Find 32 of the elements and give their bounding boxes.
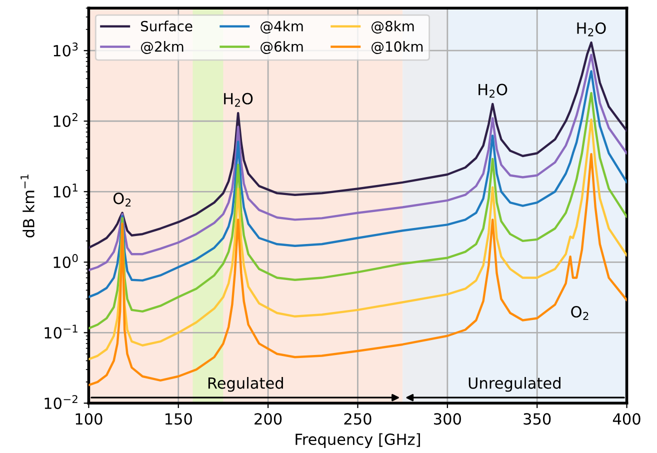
- x-tick-label: 300: [434, 413, 461, 425]
- annotation: O$_{2}$: [571, 306, 588, 320]
- y-tick-label: 10$^{−1}$: [44, 324, 78, 339]
- x-tick-label: 250: [344, 413, 372, 425]
- annotation: Regulated: [208, 377, 283, 392]
- x-tick-label: 100: [76, 413, 102, 425]
- x-axis-title: Frequency [GHz]: [296, 433, 420, 448]
- annotation: H$_{2}$O: [478, 84, 508, 98]
- y-tick-label: 10$^{−2}$: [44, 395, 78, 410]
- y-tick-label: 10$^{2}$: [54, 113, 78, 128]
- y-tick-label: 10$^{1}$: [54, 184, 78, 198]
- annotation: O$_{2}$: [113, 192, 131, 206]
- line-series: [88, 118, 627, 360]
- y-tick-label: 10$^{3}$: [54, 42, 78, 57]
- x-tick-label: 150: [165, 413, 192, 425]
- x-tick-label: 400: [612, 413, 640, 425]
- line-series: [88, 54, 627, 272]
- legend-label: @4km: [260, 20, 303, 34]
- annotation: H$_{2}$O: [224, 92, 253, 107]
- legend-label: @6km: [260, 41, 303, 54]
- y-axis-title: dB km$^{−1}$: [20, 174, 34, 238]
- x-tick-label: 350: [524, 413, 551, 425]
- line-series: [88, 41, 627, 249]
- legend-label: @10km: [372, 41, 423, 54]
- line-series: [88, 70, 627, 298]
- annotation: H$_{2}$O: [577, 22, 606, 36]
- legend-label: @8km: [372, 20, 414, 34]
- legend-label: Surface: [141, 20, 192, 32]
- y-tick-label: 10$^{0}$: [54, 254, 78, 268]
- legend-label: @2km: [141, 41, 184, 54]
- x-tick-label: 200: [254, 413, 282, 425]
- annotation: Unregulated: [468, 377, 560, 392]
